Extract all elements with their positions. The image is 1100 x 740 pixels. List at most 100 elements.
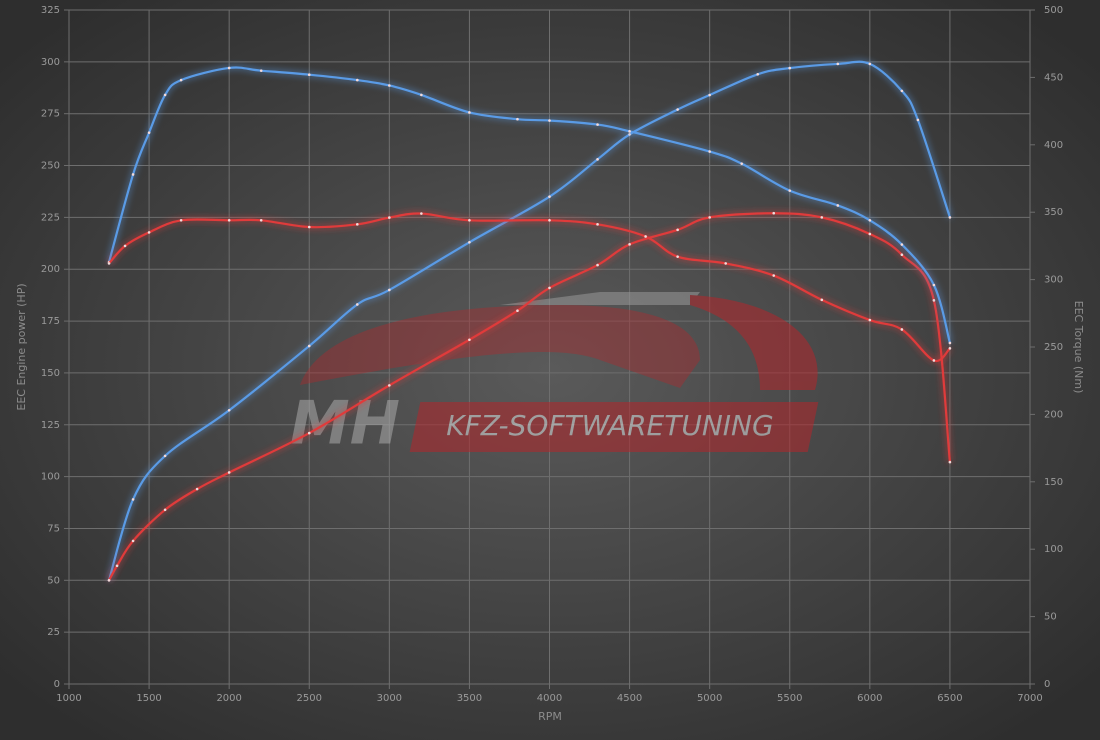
series-point	[516, 117, 519, 121]
series-point	[932, 299, 936, 302]
series-point	[916, 118, 920, 122]
series-point	[123, 244, 127, 248]
series-point	[468, 218, 471, 222]
series-point	[163, 508, 167, 512]
y2-tick-label: 500	[1044, 5, 1063, 16]
series-point	[932, 283, 936, 287]
y-tick-label: 125	[41, 420, 60, 431]
series-point	[772, 274, 776, 277]
series-point	[820, 216, 824, 219]
series-point	[179, 218, 183, 222]
series-point	[868, 318, 872, 322]
watermark-logo: MH	[290, 389, 400, 459]
y2-tick-label: 0	[1044, 679, 1050, 690]
series-point	[388, 84, 391, 87]
series-point	[227, 471, 231, 474]
series-point	[107, 262, 111, 265]
y-tick-label: 175	[41, 316, 60, 327]
series-point	[932, 359, 936, 362]
series-point	[307, 344, 311, 348]
series-point	[131, 173, 135, 176]
series-point	[948, 216, 952, 219]
series-point	[740, 162, 743, 165]
series-point	[356, 303, 359, 306]
series-point	[147, 131, 151, 134]
y2-tick-label: 450	[1044, 72, 1063, 83]
y-tick-label: 325	[41, 5, 60, 16]
series-point	[388, 216, 391, 219]
series-point	[676, 228, 679, 232]
series-point	[708, 150, 711, 153]
series-point	[628, 130, 631, 133]
watermark-swoosh	[500, 292, 700, 305]
series-point	[948, 341, 952, 345]
series-point	[868, 218, 872, 222]
plot	[107, 60, 952, 582]
series-point	[548, 286, 551, 290]
y-tick-label: 200	[41, 264, 60, 275]
y-tick-label: 300	[41, 57, 60, 68]
series-point	[307, 225, 311, 229]
x-tick-label: 2000	[216, 693, 241, 704]
y-tick-label: 50	[47, 575, 60, 586]
series-point	[548, 195, 551, 198]
series-point	[468, 338, 471, 342]
series-point	[836, 62, 840, 66]
series-point	[388, 384, 391, 387]
grid: 0 25 50 75 100 125 150 175 200 225 250 275 300 325 0 50…	[41, 5, 1063, 704]
series-point	[948, 347, 952, 350]
series-point	[131, 498, 135, 501]
series-point	[900, 89, 904, 93]
series-point	[227, 408, 231, 412]
series-point	[115, 564, 119, 568]
series-point	[420, 212, 423, 215]
y2-tick-label: 400	[1044, 140, 1063, 151]
series-point	[820, 298, 824, 302]
y-tick-label: 225	[41, 212, 60, 223]
series-point	[676, 108, 679, 111]
y-tick-label: 25	[47, 627, 60, 638]
watermark-text: KFZ-SOFTWARETUNING	[446, 409, 773, 442]
y-tick-label: 150	[41, 368, 60, 379]
x-tick-label: 7000	[1017, 693, 1042, 704]
x-tick-label: 2500	[297, 693, 322, 704]
y2-tick-label: 200	[1044, 409, 1063, 420]
series-point	[131, 539, 135, 543]
y-axis-label: EEC Engine power (HP)	[15, 283, 28, 410]
y2-tick-label: 300	[1044, 275, 1063, 286]
x-tick-label: 5500	[777, 693, 802, 704]
x-tick-label: 6500	[937, 693, 962, 704]
series-point	[596, 223, 599, 226]
series-point	[227, 218, 231, 222]
y-tick-label: 275	[41, 109, 60, 120]
series-point	[628, 243, 631, 246]
y-tick-label: 0	[54, 679, 60, 690]
series-point	[868, 62, 872, 66]
series-point	[596, 158, 599, 161]
series-point	[163, 454, 167, 458]
series-point	[900, 328, 904, 331]
series-point	[307, 73, 311, 77]
series-point	[468, 111, 471, 114]
series-point	[644, 235, 647, 238]
series-point	[227, 66, 231, 70]
y2-axis-label: EEC Torque (Nm)	[1072, 301, 1085, 394]
series-line	[108, 212, 951, 363]
y2-tick-label: 50	[1044, 612, 1057, 623]
series-point	[868, 232, 872, 236]
y2-tick-label: 250	[1044, 342, 1063, 353]
x-tick-label: 3500	[457, 693, 482, 704]
series-point	[307, 431, 311, 435]
series-point	[596, 123, 599, 126]
x-axis-label: RPM	[538, 710, 562, 723]
series-point	[420, 93, 423, 97]
series-point	[788, 66, 792, 70]
x-tick-label: 4000	[537, 693, 562, 704]
series-point	[163, 93, 167, 97]
series-point	[836, 204, 840, 207]
y-tick-label: 100	[41, 472, 60, 483]
series-point	[356, 223, 359, 226]
y2-tick-label: 150	[1044, 477, 1063, 488]
series-point	[195, 487, 199, 491]
